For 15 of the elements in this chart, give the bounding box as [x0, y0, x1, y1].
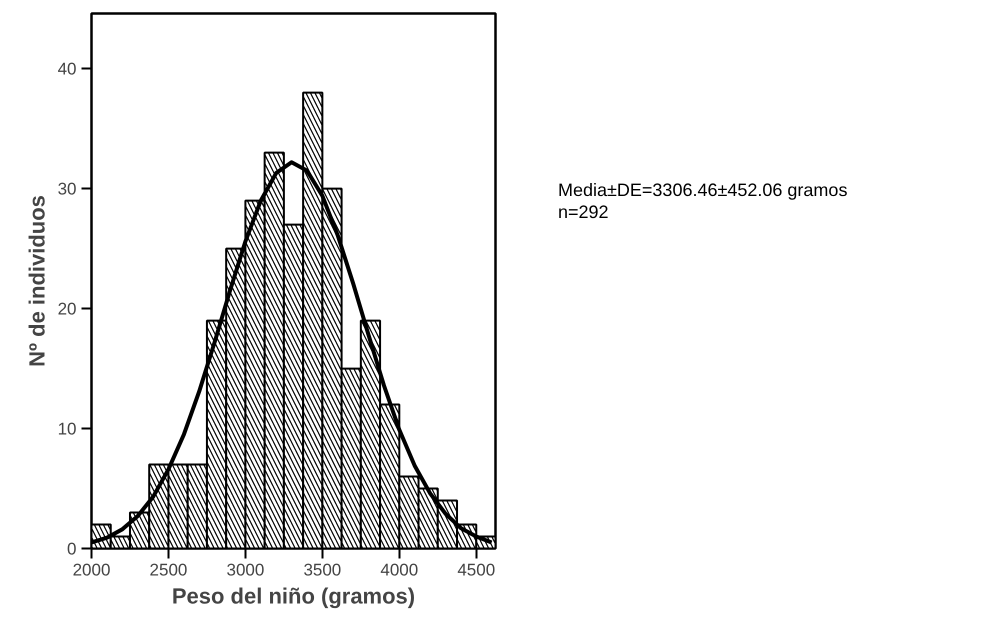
y-tick-label: 20 [58, 300, 77, 319]
y-tick-label: 10 [58, 420, 77, 439]
y-tick-label: 30 [58, 180, 77, 199]
text: n=292 [558, 202, 609, 222]
y-axis-title: Nº de individuos [24, 195, 50, 367]
x-tick-label: 3500 [303, 560, 342, 580]
y-tick-label: 0 [67, 540, 77, 558]
x-tick-label: 4500 [457, 560, 496, 580]
x-tick-label: 2500 [150, 560, 188, 580]
x-tick-label: 4000 [380, 560, 418, 580]
y-tick-label: 40 [58, 60, 77, 79]
x-tick-label: 3000 [226, 560, 264, 580]
text: Media±DE=3306.46±452.06 gramos [558, 180, 848, 200]
x-axis-title: Peso del niño (gramos) [172, 584, 416, 608]
x-tick-label: 2000 [72, 560, 110, 580]
